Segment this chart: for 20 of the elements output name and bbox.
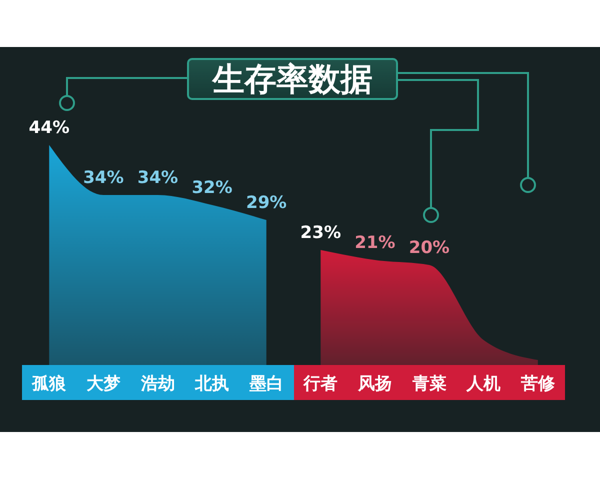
data-label: 44% [28, 118, 70, 138]
title-frame: 生存率数据 [187, 58, 398, 100]
data-label: 34% [83, 168, 124, 188]
x-tick-label: 行者 [302, 374, 338, 394]
x-tick-label: 墨白 [248, 374, 284, 394]
data-label: 34% [137, 168, 178, 188]
x-tick-label: 人机 [466, 374, 501, 394]
x-tick-label: 苦修 [520, 374, 556, 394]
x-tick-label: 大梦 [86, 374, 122, 394]
data-label: 32% [192, 178, 232, 198]
data-label: 29% [246, 193, 287, 213]
data-label: 23% [300, 223, 341, 243]
data-label: 21% [354, 233, 396, 253]
x-tick-label: 北执 [194, 374, 230, 394]
chart-title: 生存率数据 [212, 60, 372, 98]
data-label: 20% [408, 238, 450, 258]
x-tick-label: 孤狼 [31, 374, 68, 394]
x-tick-label: 青菜 [411, 374, 446, 394]
x-tick-label: 风扬 [356, 374, 392, 394]
x-tick-label: 浩劫 [140, 374, 175, 394]
